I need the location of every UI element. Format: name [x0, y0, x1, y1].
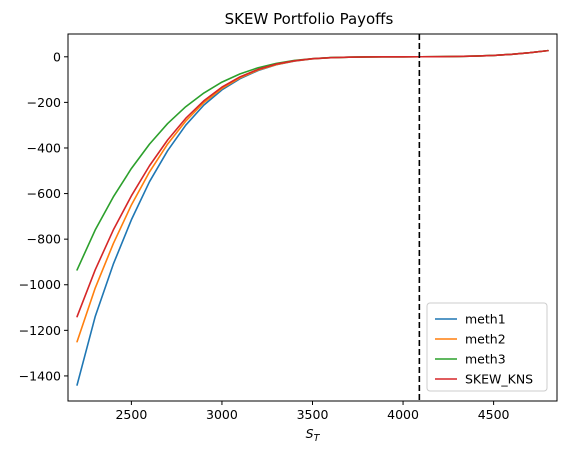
chart-title: SKEW Portfolio Payoffs [225, 10, 394, 28]
x-axis: 2500 3000 3500 4000 4500 [115, 401, 510, 422]
series-line-meth3 [76, 49, 549, 271]
x-axis-label-base: S [306, 426, 314, 441]
y-tick-label: −800 [27, 232, 61, 247]
y-axis: 0 −200 −400 −600 −800 −1000 −1200 −1400 [19, 49, 68, 383]
legend-label: meth2 [465, 332, 506, 347]
series-layer [76, 49, 549, 386]
legend-label: meth1 [465, 312, 506, 327]
y-tick-label: −1400 [19, 368, 61, 383]
x-tick-label: 3500 [297, 407, 329, 422]
x-tick-label: 3000 [206, 407, 238, 422]
y-tick-label: 0 [53, 49, 61, 64]
series-line-meth2 [76, 49, 549, 343]
legend-box [426, 302, 548, 392]
y-tick-label: −1200 [19, 323, 61, 338]
x-axis-label-sub: T [314, 433, 321, 444]
x-tick-label: 2500 [115, 407, 147, 422]
x-tick-label: 4000 [387, 407, 419, 422]
y-tick-label: −400 [27, 140, 61, 155]
y-tick-label: −600 [27, 186, 61, 201]
legend-label: SKEW_KNS [465, 372, 533, 387]
x-tick-label: 4500 [478, 407, 510, 422]
legend-label: meth3 [465, 352, 506, 367]
x-axis-label: ST [306, 426, 321, 444]
legend: meth1 meth2 meth3 SKEW_KNS [426, 302, 548, 392]
y-tick-label: −200 [27, 95, 61, 110]
series-line-skew-kns [76, 49, 549, 318]
y-tick-label: −1000 [19, 277, 61, 292]
